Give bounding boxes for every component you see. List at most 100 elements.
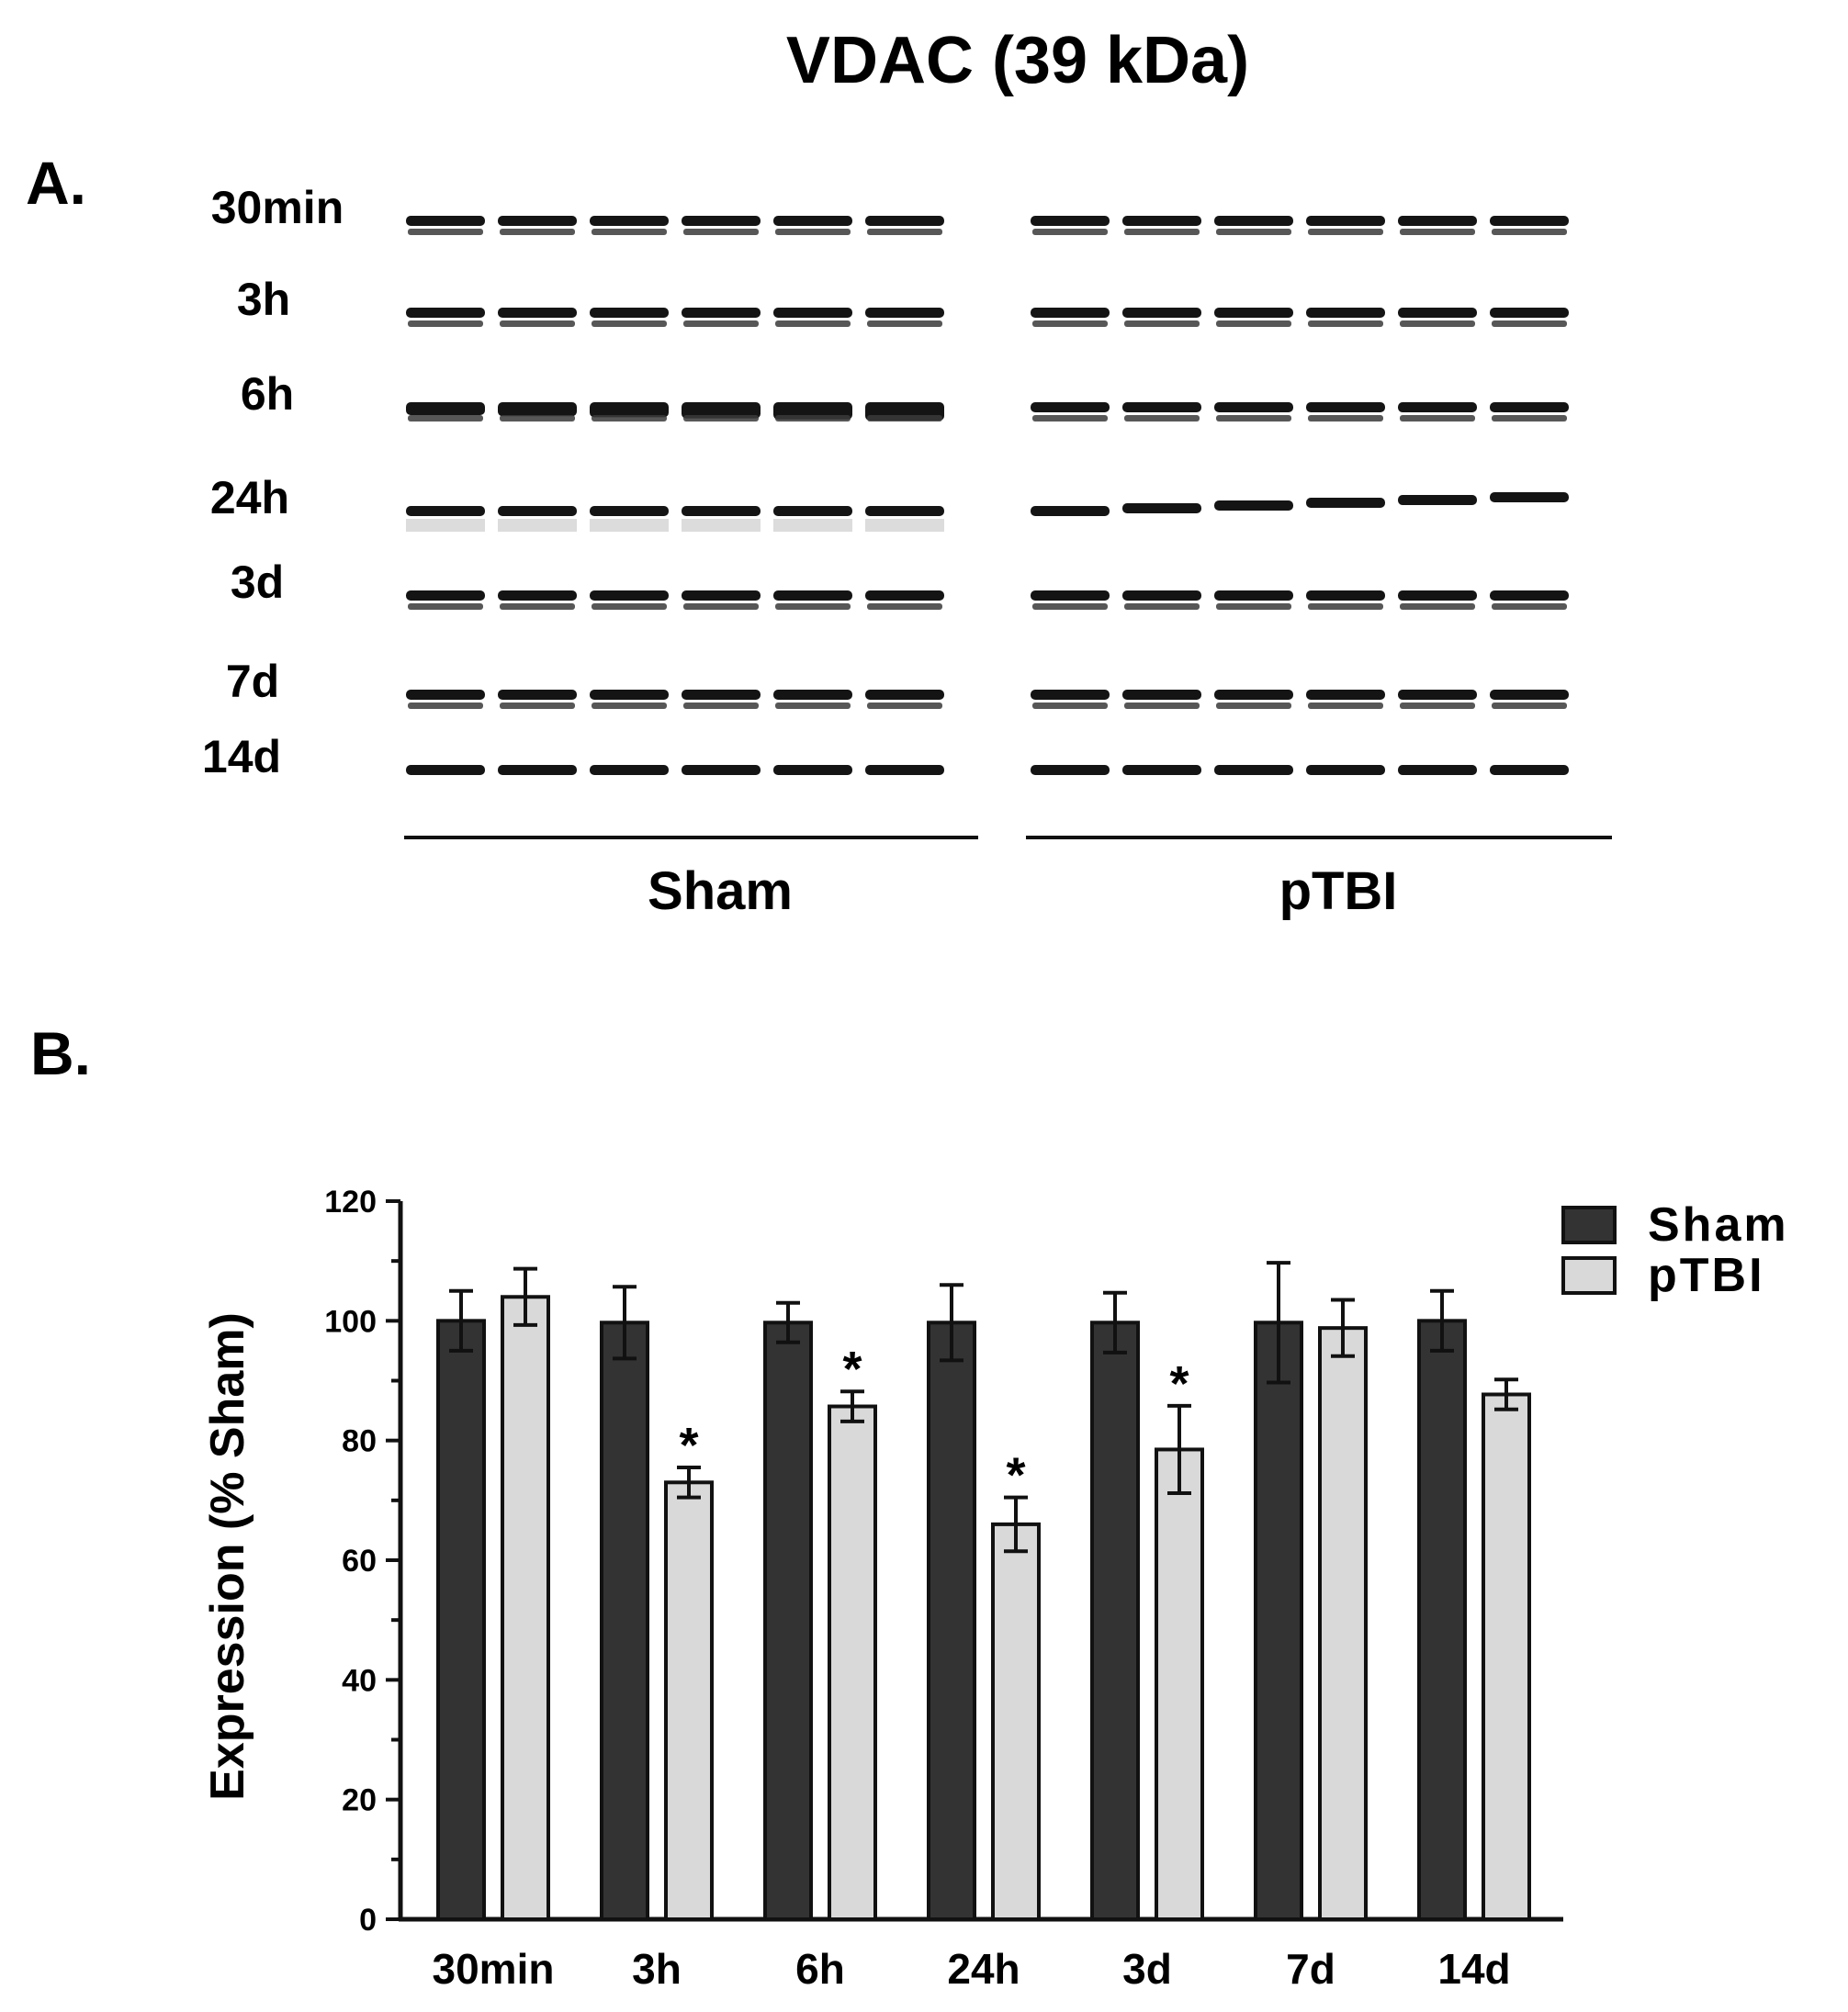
blot-row-label: 3h [237,274,290,325]
error-bar [840,1389,864,1423]
blot-band [590,690,669,709]
blot-band [865,765,944,775]
blot-band [682,506,761,532]
legend-label-ptbi: pTBI [1648,1249,1765,1302]
error-bar [1167,1403,1191,1496]
y-tick-label: 80 [342,1424,377,1459]
error-bar [940,1283,963,1363]
bar-ptbi-14d [1482,1392,1531,1921]
error-bar [1004,1495,1028,1554]
blot-band [1306,308,1385,327]
error-bar [613,1285,637,1361]
blot-band [1031,402,1110,422]
bar-sham-3h [600,1321,649,1921]
bar-ptbi-24h [991,1522,1041,1922]
blot-band [1490,308,1569,327]
panel-b-label: B. [30,1019,91,1087]
bar-chart: 0 20 40 60 80 100 120 Expression (% Sham) 30min *… [201,1185,1786,1993]
blot-band [682,216,761,235]
blot-band [1214,690,1293,709]
blot-band [773,308,852,327]
blot-band [1306,590,1385,610]
bar-sham-30min [436,1319,486,1922]
error-bar [1103,1290,1127,1354]
blot-band [1031,765,1110,775]
blot-band [590,590,669,610]
blot-band [498,216,577,235]
y-axis-title: Expression (% Sham) [201,1312,254,1801]
blot-band [498,402,577,422]
error-bar [677,1465,701,1500]
blot-band [1031,590,1110,610]
blot-band [773,216,852,235]
significance-marker: * [1169,1356,1189,1411]
blot-band [865,402,944,422]
blot-band [1031,308,1110,327]
bar-sham-6h [763,1321,813,1921]
blot-band [682,690,761,709]
blot-band [406,402,485,422]
blot-band [1122,765,1201,775]
error-bar [776,1300,800,1344]
y-tick-label: 0 [359,1903,377,1938]
blot-band [1306,402,1385,422]
bar-ptbi-6h [828,1404,877,1921]
bar-ptbi-7d [1318,1326,1368,1921]
blot-band [1306,690,1385,709]
bar-sham-24h [927,1321,976,1921]
blot-band [1214,402,1293,422]
y-tick-label: 60 [342,1544,377,1579]
blot-band [865,506,944,532]
ptbi-group-label: pTBI [1279,861,1398,921]
y-tick-label: 40 [342,1663,377,1698]
blot-band [1214,216,1293,235]
blot-band [590,765,669,775]
blot-row-label: 6h [241,368,294,420]
blot-row-label: 3d [231,556,284,608]
blot-band [406,690,485,709]
significance-marker: * [842,1342,862,1397]
blot-band [590,216,669,235]
western-blot: 30min 3h 6h 24h 3d 7d 14d Sham pTBI [202,182,1612,921]
blot-band [865,308,944,327]
blot-band [682,590,761,610]
blot-band [498,690,577,709]
significance-marker: * [679,1418,698,1473]
blot-band [1122,216,1201,235]
blot-band [498,590,577,610]
blot-band [682,402,761,422]
error-bar [1494,1377,1518,1411]
blot-band [773,402,852,422]
blot-band [1398,216,1477,235]
blot-band [1122,402,1201,422]
blot-band [1398,402,1477,422]
blot-band [406,308,485,327]
blot-band [590,402,669,422]
blot-band [865,590,944,610]
blot-band [1490,590,1569,610]
x-tick-label: 3h [632,1945,682,1993]
blot-band [1398,590,1477,610]
blot-band [773,690,852,709]
error-bar [1267,1261,1290,1385]
blot-band [865,690,944,709]
x-tick-label: 14d [1437,1945,1510,1993]
blot-band [1031,216,1110,235]
blot-band [1214,500,1293,511]
blot-band [773,765,852,775]
legend-swatch-sham [1561,1206,1617,1244]
blot-band [1122,308,1201,327]
blot-band [1031,690,1110,709]
blot-band [1490,402,1569,422]
y-tick-label: 20 [342,1783,377,1818]
figure-title: VDAC (39 kDa) [786,24,1249,97]
blot-band [682,765,761,775]
blot-row-label: 7d [226,656,279,707]
blot-band [1398,690,1477,709]
blot-row-label: 30min [211,182,344,233]
blot-band [1122,503,1201,513]
blot-band [1490,492,1569,502]
blot-band [1306,216,1385,235]
blot-band [1214,308,1293,327]
